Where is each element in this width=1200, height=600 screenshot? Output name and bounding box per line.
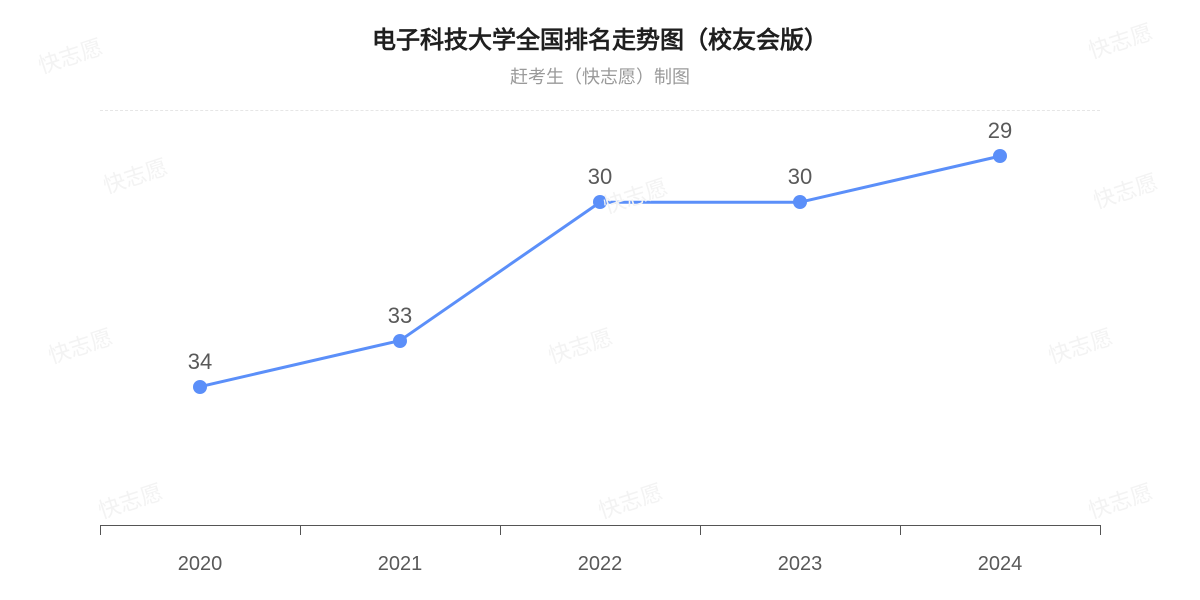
x-axis-tick	[900, 525, 901, 535]
chart-title: 电子科技大学全国排名走势图（校友会版）	[0, 20, 1200, 55]
plot-area: 202020212022202320243433303029	[100, 110, 1100, 525]
chart-container: 电子科技大学全国排名走势图（校友会版） 赶考生（快志愿）制图 2020 2021 2…	[0, 0, 1200, 600]
x-axis-label: 2023	[778, 553, 823, 576]
data-point-label: 34	[188, 349, 212, 375]
x-axis-tick	[300, 525, 301, 535]
x-axis-line	[100, 525, 1100, 526]
x-axis-tick	[500, 525, 501, 535]
x-axis-tick	[1100, 525, 1101, 535]
x-axis-tick	[700, 525, 701, 535]
data-point-marker	[593, 195, 607, 209]
x-axis-label: 2021	[378, 553, 423, 576]
data-point-label: 30	[588, 164, 612, 190]
x-axis-label: 2024	[978, 553, 1023, 576]
data-point-label: 29	[988, 118, 1012, 144]
data-point-marker	[393, 334, 407, 348]
data-point-marker	[993, 149, 1007, 163]
x-axis-label: 2022	[578, 553, 623, 576]
data-point-marker	[793, 195, 807, 209]
data-point-marker	[193, 380, 207, 394]
x-axis-tick	[100, 525, 101, 535]
x-axis-label: 2020	[178, 553, 223, 576]
chart-subtitle: 赶考生（快志愿）制图	[0, 63, 1200, 89]
data-point-label: 30	[788, 164, 812, 190]
data-point-label: 33	[388, 303, 412, 329]
